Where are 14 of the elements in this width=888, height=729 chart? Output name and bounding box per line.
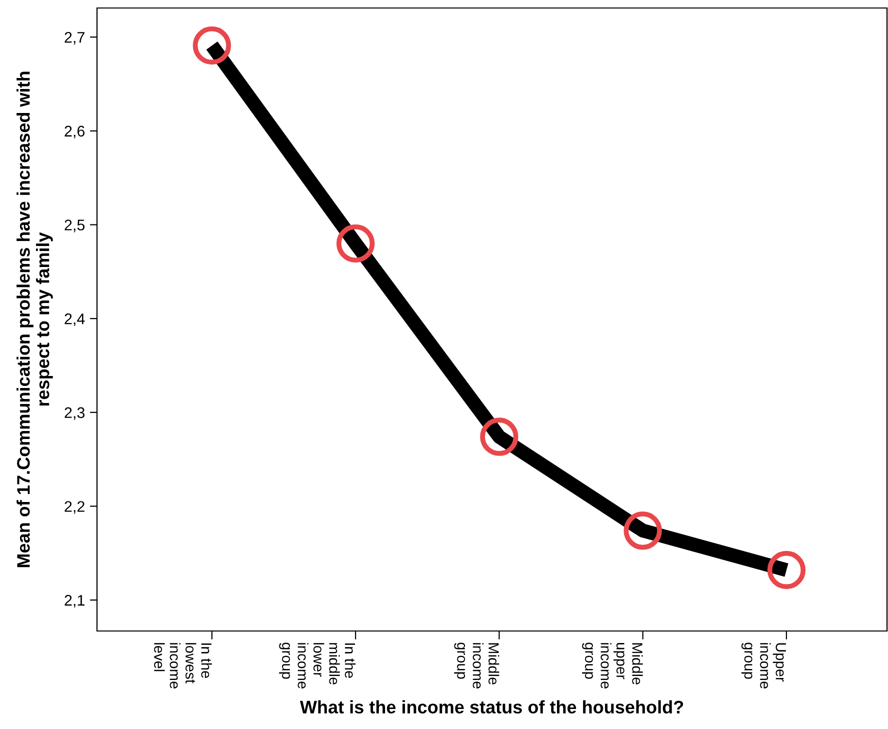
x-tick-label: Upper income group [741, 642, 786, 688]
y-tick-label: 2,3 [64, 407, 85, 420]
y-tick-label: 2,4 [64, 313, 85, 326]
x-axis-title: What is the income status of the household? [300, 700, 684, 714]
x-tick-label: In the lowest income level [154, 643, 212, 688]
y-axis-title: Mean of 17.Communication problems have increased with respect to my family [16, 72, 53, 568]
y-tick-label: 2,1 [64, 594, 84, 608]
y-tick-label: 2,5 [64, 220, 85, 232]
y-tick-label: 2,7 [64, 32, 84, 45]
x-tick-label: Middle upper income group [582, 642, 643, 688]
x-tick-label: In the middle lower income group [279, 642, 356, 688]
y-tick-label: 2,6 [64, 126, 85, 138]
x-tick-label: Middle income group [454, 642, 500, 688]
y-tick-label: 2,2 [64, 501, 84, 514]
